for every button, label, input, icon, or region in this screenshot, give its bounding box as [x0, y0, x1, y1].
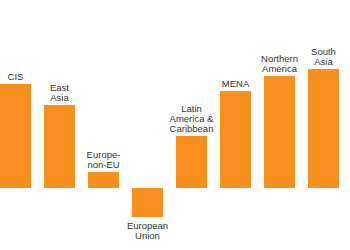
category-label: EastAsia: [50, 82, 69, 103]
category-label: SouthAsia: [311, 46, 336, 67]
bar: [0, 84, 31, 188]
chart-container: CIS EastAsia Europe-non-EU EuropeanUnion Lat…: [0, 0, 350, 250]
bars: [0, 69, 339, 217]
bar: [176, 136, 207, 188]
category-label: Europe-non-EU: [87, 149, 121, 170]
category-label: CIS: [8, 71, 24, 82]
category-label: LatinAmerica &Caribbean: [170, 103, 214, 134]
bar: [88, 172, 119, 188]
bar: [264, 76, 295, 188]
bar: [220, 91, 251, 188]
category-label: EuropeanUnion: [127, 220, 168, 241]
bar: [308, 69, 339, 188]
bar: [44, 105, 75, 188]
chart-svg: CIS EastAsia Europe-non-EU EuropeanUnion Lat…: [0, 0, 350, 250]
bar: [132, 188, 163, 217]
category-label: MENA: [222, 78, 250, 89]
category-label: NorthernAmerica: [261, 53, 298, 74]
category-labels: CIS EastAsia Europe-non-EU EuropeanUnion Lat…: [8, 46, 336, 241]
